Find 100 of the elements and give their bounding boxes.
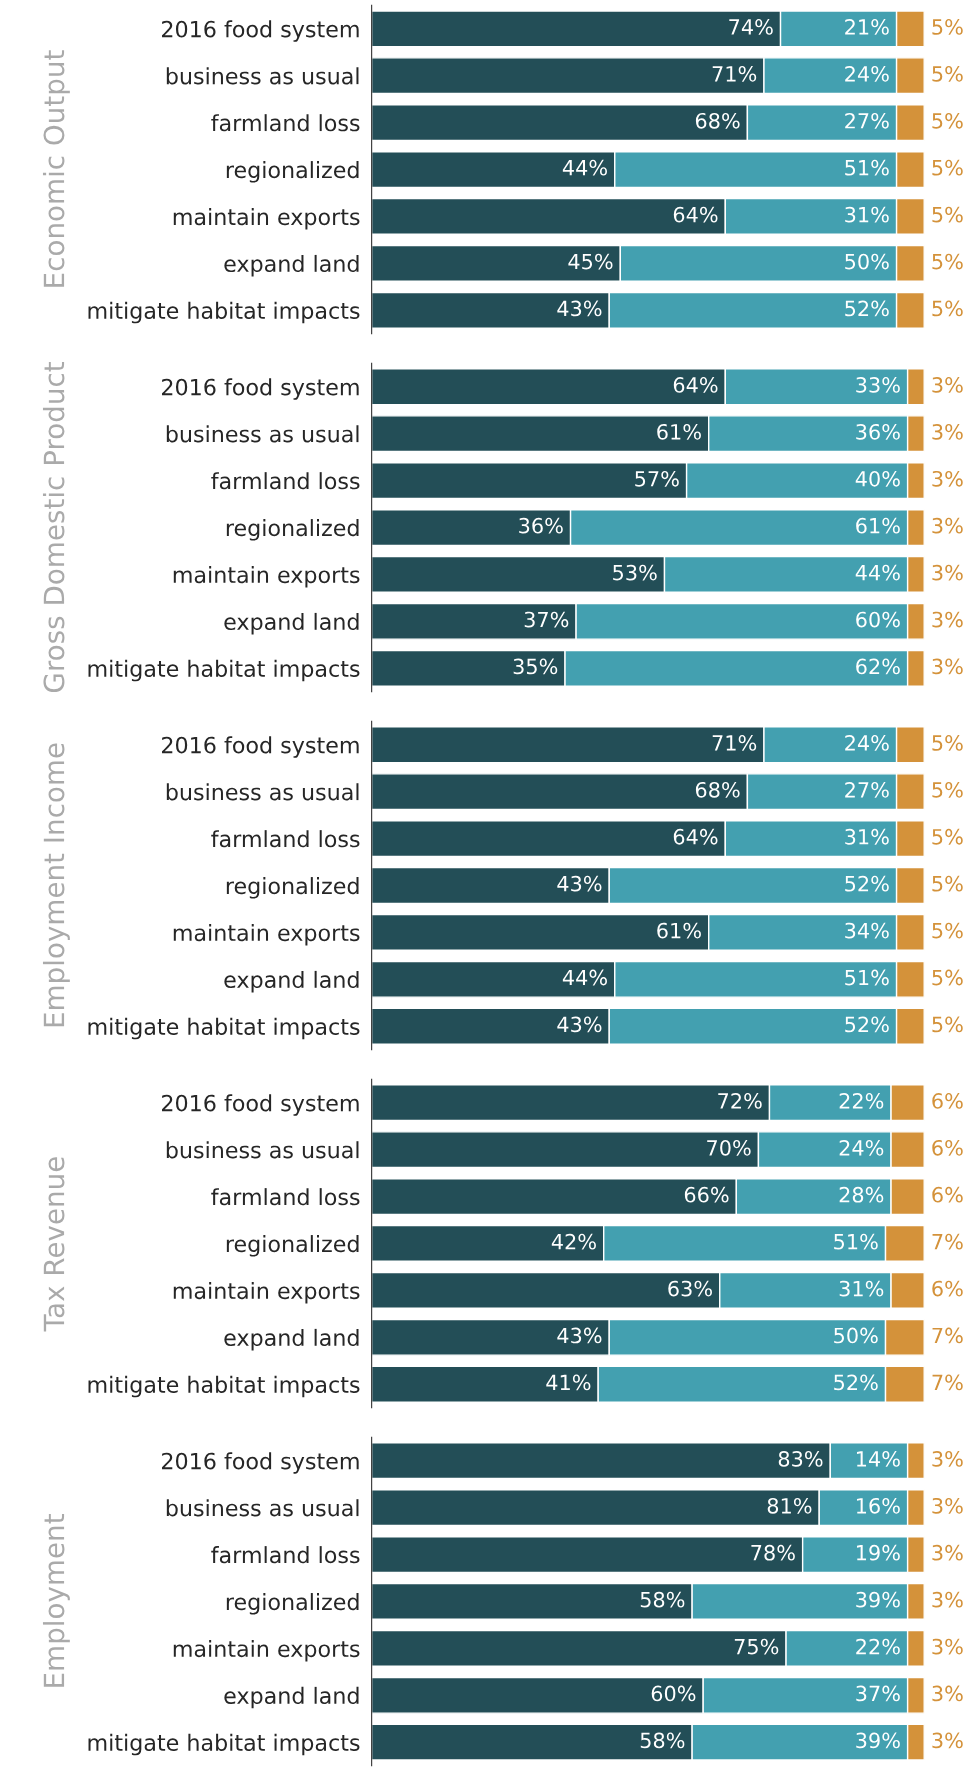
data-label: 42% <box>551 1233 596 1250</box>
y-tick-label: 2016 food system <box>162 736 359 758</box>
y-tick-label: expand land <box>224 1686 359 1709</box>
data-label: 3% <box>932 1451 963 1467</box>
data-label: 6% <box>932 1139 963 1156</box>
data-label: 3% <box>932 470 963 487</box>
y-tick-label: business as usual <box>166 1141 359 1159</box>
data-label: 21% <box>845 19 889 35</box>
data-label: 24% <box>839 1139 884 1156</box>
data-label: 24% <box>845 65 889 82</box>
y-axis-title: Economic Output <box>42 50 70 287</box>
y-tick-label: expand land <box>224 970 359 993</box>
data-label: 52% <box>845 875 889 892</box>
data-label: 58% <box>640 1591 685 1608</box>
data-label: 5% <box>932 65 963 82</box>
data-label: 75% <box>734 1638 779 1655</box>
y-tick-label: mitigate habitat impacts <box>88 1017 360 1040</box>
y-tick-label: 2016 food system <box>162 378 359 400</box>
data-label: 71% <box>712 65 757 82</box>
data-label: 71% <box>712 735 757 751</box>
y-tick-label: farmland loss <box>211 1546 360 1564</box>
data-label: 36% <box>519 517 563 534</box>
data-label: 3% <box>932 1497 963 1514</box>
data-label: 41% <box>546 1374 591 1391</box>
data-label: 37% <box>856 1685 900 1702</box>
data-label: 5% <box>932 206 963 223</box>
data-label: 7% <box>932 1233 963 1250</box>
data-label: 5% <box>932 159 963 176</box>
data-label: 58% <box>640 1732 685 1749</box>
data-label: 5% <box>932 875 963 892</box>
data-label: 70% <box>707 1139 751 1156</box>
data-label: 31% <box>845 828 889 845</box>
data-label: 74% <box>729 19 773 35</box>
y-tick-label: expand land <box>224 612 359 635</box>
data-label: 68% <box>695 112 740 129</box>
y-tick-label: regionalized <box>226 1235 359 1257</box>
data-label: 62% <box>856 658 900 675</box>
y-tick-label: maintain exports <box>173 565 360 588</box>
data-label: 3% <box>932 377 963 393</box>
data-label: 44% <box>855 564 900 581</box>
data-label: 5% <box>932 781 963 798</box>
data-label: 64% <box>673 377 718 393</box>
data-label: 5% <box>932 922 963 939</box>
data-label: 28% <box>839 1186 884 1203</box>
y-tick-label: regionalized <box>226 877 359 899</box>
data-label: 51% <box>834 1233 878 1250</box>
data-label: 5% <box>932 19 963 35</box>
data-label: 33% <box>856 377 900 393</box>
data-label: 52% <box>845 300 889 317</box>
data-label: 39% <box>856 1732 900 1749</box>
data-label: 45% <box>568 253 613 270</box>
data-label: 31% <box>839 1280 884 1297</box>
data-label: 34% <box>845 922 889 939</box>
y-tick-label: mitigate habitat impacts <box>88 1733 360 1756</box>
y-tick-label: regionalized <box>226 1593 359 1615</box>
data-label: 14% <box>856 1451 900 1467</box>
data-label: 64% <box>673 828 718 845</box>
data-label: 83% <box>778 1451 823 1467</box>
data-label: 43% <box>557 875 602 892</box>
data-label: 40% <box>855 470 900 487</box>
data-label: 66% <box>684 1186 729 1203</box>
data-label: 3% <box>932 423 963 440</box>
data-label: 52% <box>834 1374 878 1391</box>
data-label: 43% <box>557 300 602 317</box>
data-label: 3% <box>932 1638 963 1655</box>
y-axis-title: Tax Revenue <box>43 1157 65 1332</box>
data-label: 51% <box>845 969 889 986</box>
y-tick-label: business as usual <box>166 783 359 801</box>
data-label: 27% <box>845 112 889 129</box>
data-label: 44% <box>562 159 607 176</box>
data-label: 6% <box>932 1186 963 1203</box>
data-label: 3% <box>932 1591 963 1608</box>
y-tick-label: 2016 food system <box>162 20 359 42</box>
y-tick-label: expand land <box>224 254 359 277</box>
data-label: 61% <box>856 517 900 534</box>
data-label: 60% <box>856 611 900 628</box>
data-label: 27% <box>845 781 889 798</box>
y-tick-label: business as usual <box>166 67 359 85</box>
data-label: 5% <box>932 253 963 270</box>
data-label: 39% <box>856 1591 900 1608</box>
y-tick-label: maintain exports <box>173 1639 360 1662</box>
data-label: 61% <box>657 922 701 939</box>
y-tick-label: farmland loss <box>211 830 360 848</box>
data-label: 3% <box>932 564 963 581</box>
data-label: 3% <box>932 611 963 628</box>
y-tick-label: regionalized <box>226 519 359 541</box>
y-tick-label: mitigate habitat impacts <box>88 301 360 324</box>
y-tick-label: regionalized <box>226 161 359 183</box>
data-label: 53% <box>613 564 657 581</box>
data-label: 5% <box>932 828 963 845</box>
data-label: 3% <box>932 1544 963 1561</box>
data-label: 6% <box>932 1280 963 1297</box>
data-label: 44% <box>562 969 607 986</box>
data-label: 22% <box>839 1093 884 1109</box>
data-label: 35% <box>513 658 558 675</box>
data-label: 43% <box>557 1327 602 1344</box>
data-label: 51% <box>845 159 889 176</box>
data-label: 72% <box>718 1093 762 1109</box>
data-label: 64% <box>673 206 718 223</box>
y-axis-title: Employment Income <box>42 743 70 1027</box>
